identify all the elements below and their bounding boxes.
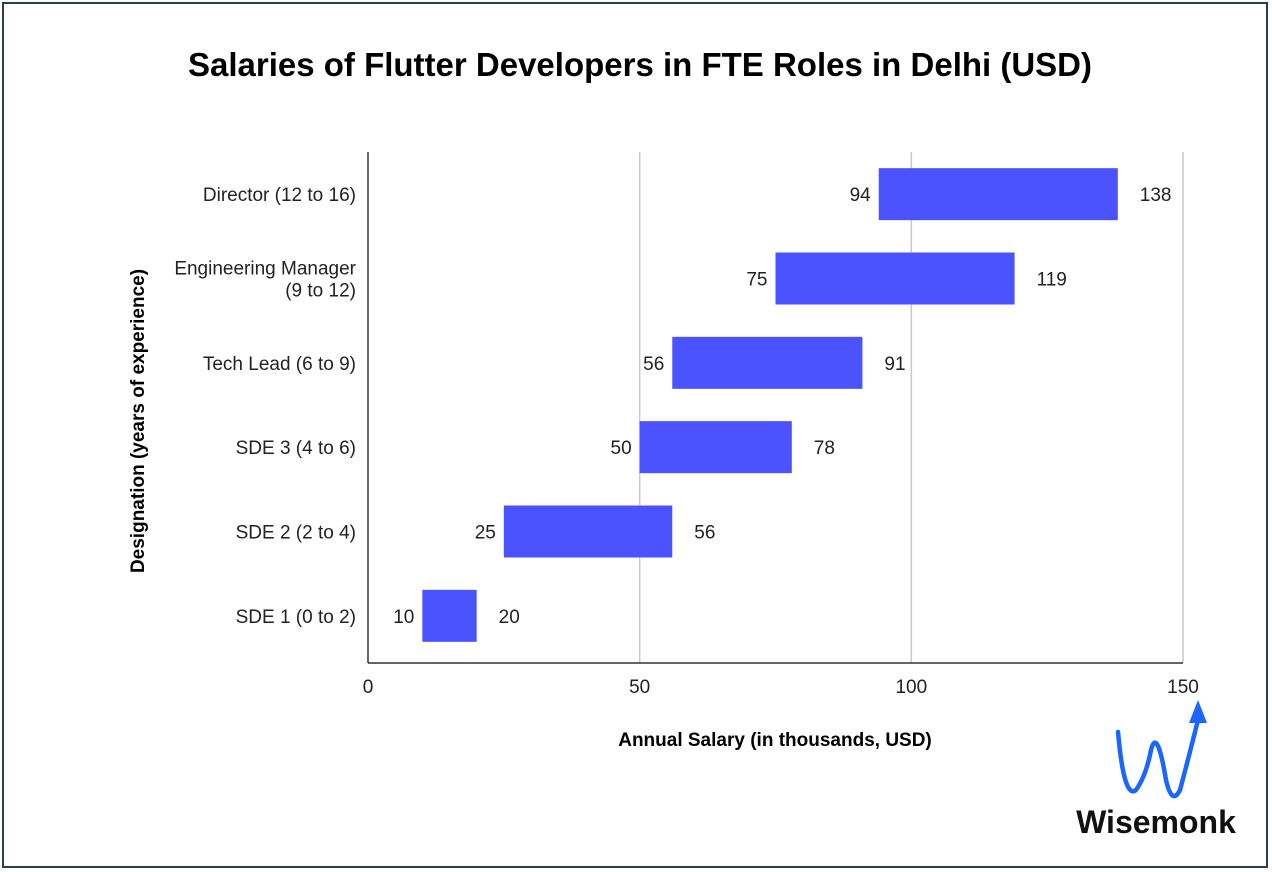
tick-labels: 0 50 100 150 bbox=[363, 677, 1199, 698]
max-value-label: 20 bbox=[499, 607, 520, 628]
category-label: SDE 1 (0 to 2) bbox=[236, 607, 356, 628]
x-tick-label: 50 bbox=[629, 677, 650, 698]
brand-logo: Wisemonk bbox=[1076, 700, 1236, 840]
category-label: SDE 3 (4 to 6) bbox=[236, 438, 356, 459]
category-label: Engineering Manager bbox=[174, 259, 356, 280]
max-value-label: 138 bbox=[1140, 185, 1172, 206]
bar bbox=[878, 168, 1118, 221]
chart-title: Salaries of Flutter Developers in FTE Ro… bbox=[188, 46, 1092, 83]
max-value-label: 56 bbox=[694, 523, 715, 544]
brand-name: Wisemonk bbox=[1076, 804, 1236, 840]
x-axis-title: Annual Salary (in thousands, USD) bbox=[618, 730, 932, 751]
category-label: Director (12 to 16) bbox=[203, 185, 356, 206]
x-tick-label: 0 bbox=[363, 677, 374, 698]
bar bbox=[422, 589, 477, 642]
max-value-label: 119 bbox=[1037, 270, 1067, 291]
wisemonk-logo-icon bbox=[1115, 700, 1207, 799]
max-value-label: 78 bbox=[814, 438, 835, 459]
bars bbox=[422, 168, 1118, 642]
bar bbox=[639, 421, 792, 474]
axes bbox=[367, 152, 1183, 664]
min-value-label: 10 bbox=[393, 607, 414, 628]
category-label: Tech Lead (6 to 9) bbox=[203, 354, 356, 375]
x-tick-label: 100 bbox=[895, 677, 927, 698]
max-value-label: 91 bbox=[884, 354, 905, 375]
y-axis-title: Designation (years of experience) bbox=[128, 269, 149, 573]
category-labels: Director (12 to 16) Engineering Manager(9… bbox=[174, 185, 356, 628]
bar bbox=[775, 252, 1015, 305]
gridlines bbox=[638, 152, 1184, 663]
min-value-label: 94 bbox=[850, 185, 872, 206]
min-value-label: 75 bbox=[746, 270, 767, 291]
min-value-label: 56 bbox=[643, 354, 664, 375]
category-label: SDE 2 (2 to 4) bbox=[236, 523, 356, 544]
category-label: (9 to 12) bbox=[285, 281, 356, 302]
x-tick-label: 150 bbox=[1167, 677, 1199, 698]
bar bbox=[503, 505, 673, 558]
data-labels: 94 138 75 119 56 91 50 78 25 56 10 20 bbox=[393, 185, 1171, 628]
min-value-label: 25 bbox=[475, 523, 496, 544]
min-value-label: 50 bbox=[611, 438, 632, 459]
bar bbox=[672, 336, 863, 389]
